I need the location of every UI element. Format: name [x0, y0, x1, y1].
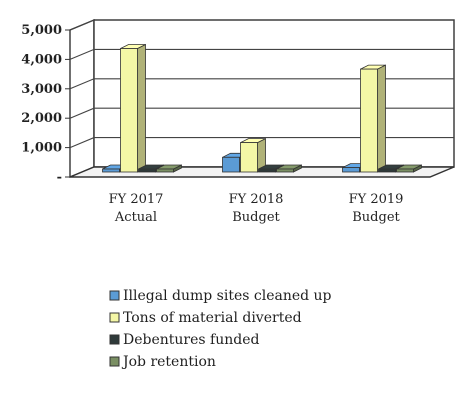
x-axis-category-labels: FY 2017 Actual FY 2018 Budget FY 2019 Budget — [109, 192, 404, 225]
side-wall — [69, 18, 95, 179]
bar-front — [222, 156, 240, 173]
bar-front — [102, 168, 120, 173]
bar-front — [396, 168, 414, 173]
bar — [276, 164, 302, 173]
legend-swatch — [109, 334, 120, 345]
x-tick-label-line: Actual — [114, 210, 157, 225]
bar-front — [342, 167, 360, 173]
bar-front — [240, 142, 258, 173]
y-tick-label: 2,000 — [21, 111, 62, 126]
gridline — [69, 19, 454, 31]
x-tick-label-line: FY 2017 — [109, 192, 164, 207]
legend-item: Illegal dump sites cleaned up — [109, 288, 332, 304]
gridlines — [65, 19, 454, 178]
bar-front — [120, 48, 138, 173]
bar — [240, 137, 266, 173]
gridline — [69, 48, 454, 60]
y-tick-label: - — [57, 170, 62, 185]
bar — [360, 64, 386, 173]
bar-front — [378, 168, 396, 173]
x-tick-label-line: FY 2018 — [229, 192, 284, 207]
legend-swatch — [109, 356, 120, 367]
x-tick-label-line: Budget — [232, 210, 280, 225]
y-tick-label: 5,000 — [21, 23, 62, 38]
bars — [102, 43, 422, 173]
y-tick-label: 3,000 — [21, 82, 62, 97]
legend-label: Debentures funded — [123, 332, 259, 348]
legend-label: Illegal dump sites cleaned up — [123, 288, 332, 304]
bar — [138, 164, 164, 173]
bar-front — [156, 168, 174, 173]
legend-swatch — [109, 312, 120, 323]
legend-label: Job retention — [121, 354, 216, 370]
y-tick-label: 1,000 — [21, 141, 62, 156]
legend-label: Tons of material diverted — [123, 310, 302, 326]
back-wall — [93, 19, 455, 168]
gridline — [69, 78, 454, 90]
bar-side — [137, 43, 146, 173]
bar-front — [138, 168, 156, 173]
y-axis-tick-labels: - 1,000 2,000 3,000 4,000 5,000 — [21, 23, 62, 185]
y-tick-label: 4,000 — [21, 52, 62, 67]
gridline — [69, 137, 454, 149]
bar — [156, 164, 182, 173]
legend-item: Tons of material diverted — [109, 310, 302, 326]
x-tick-label-line: FY 2019 — [349, 192, 404, 207]
legend-item: Job retention — [109, 354, 216, 370]
gridline — [69, 107, 454, 119]
bar-front — [276, 168, 294, 173]
x-tick-label: FY 2019 Budget — [349, 192, 404, 225]
x-tick-label: FY 2018 Budget — [229, 192, 284, 225]
legend-item: Debentures funded — [109, 332, 259, 348]
bar-side — [377, 64, 386, 173]
x-tick-label: FY 2017 Actual — [109, 192, 164, 225]
x-tick-label-line: Budget — [352, 210, 400, 225]
bar-front — [258, 168, 276, 173]
bar — [120, 43, 146, 173]
bar-front — [360, 68, 378, 173]
bar — [396, 164, 422, 173]
legend-swatch — [109, 290, 120, 301]
legend: Illegal dump sites cleaned up Tons of mat… — [109, 288, 332, 370]
